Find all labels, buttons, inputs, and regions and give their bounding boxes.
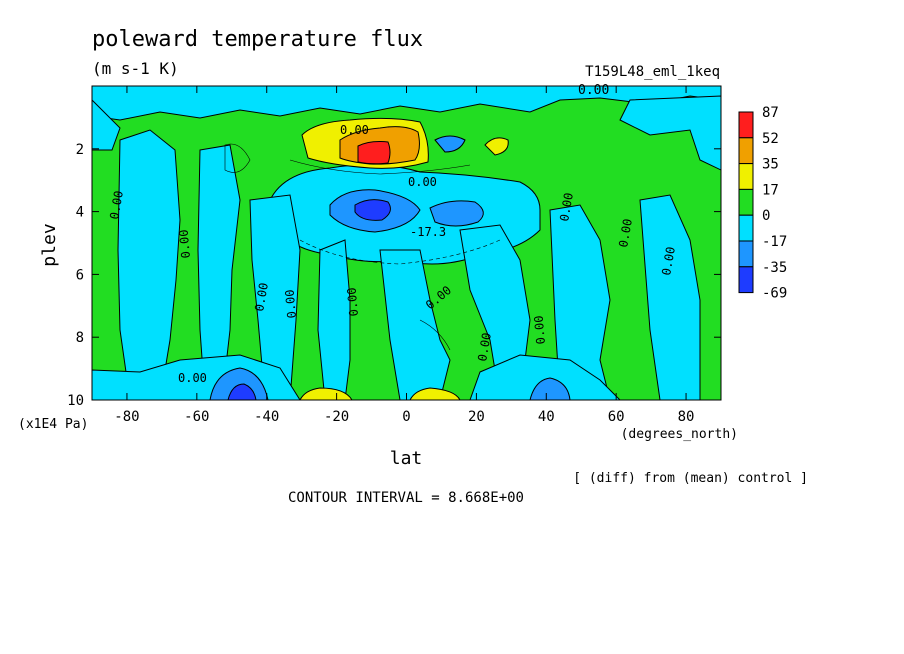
contour-interval: CONTOUR INTERVAL = 8.668E+00: [288, 490, 524, 506]
region-ur-corner: [619, 95, 721, 171]
colorbar-swatch: [738, 111, 754, 139]
contour-label: 0.00: [578, 83, 609, 98]
core-right: [429, 200, 484, 227]
x-axis-title: lat: [390, 448, 423, 469]
contour-label: 0.00: [408, 175, 437, 189]
deepest-negative-regions: [227, 199, 391, 400]
y-tick-label: 10: [67, 393, 84, 409]
diff-note: [ (diff) from (mean) control ]: [573, 471, 808, 486]
contour-label: 0.00: [178, 371, 207, 385]
plot-area: [92, 86, 721, 400]
run-name: T159L48_eml_1keq: [585, 64, 720, 80]
colorbar-label: -69: [762, 286, 787, 302]
contour-thin-1: [289, 159, 471, 175]
region-col-right3: [639, 194, 701, 400]
colorbar-swatch: [738, 137, 754, 165]
region-col-right1: [459, 224, 531, 400]
x-tick-label: -20: [324, 409, 349, 425]
colorbar-label: 87: [762, 105, 779, 121]
y-tick-label: 6: [76, 267, 84, 283]
contour-label: 0.00: [532, 315, 548, 345]
warm-red: [357, 141, 391, 165]
y-tick-label: 2: [76, 142, 84, 158]
warm-bottom-left: [299, 387, 353, 400]
y-axis: 2 4 6 8 10: [67, 142, 721, 409]
contour-label: 0.00: [177, 229, 193, 259]
x-tick-label: -80: [114, 409, 139, 425]
x-axis-units: (degrees_north): [621, 427, 738, 442]
colorbar-label: 35: [762, 157, 779, 173]
thin-contours: [224, 143, 501, 351]
positive-regions: [299, 117, 509, 400]
x-axis: -80 -60 -40 -20 0 20 40 60 80: [114, 86, 694, 425]
colorbar-label: 17: [762, 182, 779, 198]
chart-units: (m s-1 K): [92, 59, 179, 78]
contour-label: 0.00: [252, 282, 271, 313]
colorbar-label: 0: [762, 208, 770, 224]
region-col-mid3: [379, 249, 451, 400]
region-col-left1: [117, 129, 181, 400]
contour-label: -17.3: [410, 225, 446, 239]
y-axis-title: plev: [39, 223, 60, 266]
x-tick-label: 60: [608, 409, 625, 425]
warm-yellow-small: [484, 137, 509, 156]
region-col-mid2: [317, 239, 351, 400]
contour-thin-4: [419, 319, 451, 351]
x-tick-label: 0: [402, 409, 410, 425]
colorbar-swatch: [738, 240, 754, 268]
y-axis-units: (x1E4 Pa): [18, 417, 88, 432]
region-col-mid1: [249, 194, 301, 400]
contour-label: 0.00: [340, 123, 369, 137]
contour-label: 0.00: [345, 287, 361, 317]
contour-label: 0.00: [659, 246, 678, 277]
colorbar-swatch: [738, 214, 754, 242]
x-tick-label: 80: [678, 409, 695, 425]
x-tick-label: -40: [254, 409, 279, 425]
contour-label: 0.00: [283, 289, 299, 319]
contour-thin-3: [224, 143, 251, 173]
region-bottom-right: [469, 354, 621, 400]
negative-regions: [92, 86, 721, 400]
contour-label: 0.00: [107, 190, 126, 221]
x-tick-label: -60: [184, 409, 209, 425]
colorbar-label: -35: [762, 260, 787, 276]
warm-bottom-right: [409, 387, 461, 400]
contour-thin-2: [299, 239, 501, 265]
core-bottom-right: [529, 377, 571, 400]
colorbar-label: -17: [762, 234, 787, 250]
contour-label: 0.00: [557, 192, 576, 223]
colorbar-swatch: [738, 188, 754, 216]
y-tick-label: 8: [76, 330, 84, 346]
core-upper-small: [434, 135, 466, 153]
x-tick-label: 40: [538, 409, 555, 425]
y-tick-label: 4: [76, 205, 84, 221]
colorbar-swatch: [738, 266, 754, 294]
contour-labels: 0.00 0.00 0.00 -17.3 0.00 0.00 0.00 0.00…: [107, 83, 678, 385]
colorbar-label: 52: [762, 131, 779, 147]
core-bottom-left-deep: [227, 383, 257, 400]
chart-title: poleward temperature flux: [92, 27, 423, 52]
colorbar: 87 52 35 17 0 -17 -35 -69: [738, 105, 787, 302]
contour-label: 0.00: [616, 218, 635, 249]
x-tick-label: 20: [468, 409, 485, 425]
region-col-right2: [549, 204, 611, 400]
colorbar-swatch: [738, 163, 754, 190]
region-ul-corner: [92, 99, 121, 151]
core-mid-deep: [354, 199, 391, 221]
contour-label: 0.00: [475, 332, 494, 363]
